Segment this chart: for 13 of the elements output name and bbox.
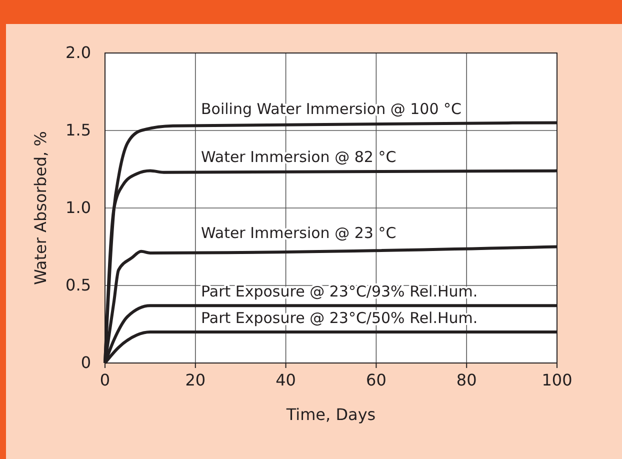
x-tick-label: 40 (276, 370, 296, 390)
x-tick-label: 100 (542, 370, 572, 390)
y-axis-title: Water Absorbed, % (31, 131, 50, 285)
y-tick-label: 1.0 (66, 198, 91, 218)
x-tick-label: 20 (185, 370, 206, 390)
x-axis-title: Time, Days (285, 405, 376, 424)
y-tick-label: 1.5 (66, 120, 91, 140)
x-tick-label: 80 (456, 370, 477, 390)
y-tick-label: 2.0 (66, 43, 91, 62)
x-tick-label: 0 (100, 370, 110, 390)
x-tick-label: 60 (366, 370, 386, 390)
y-tick-label: 0 (80, 353, 91, 372)
y-tick-label: 0.5 (66, 276, 91, 295)
